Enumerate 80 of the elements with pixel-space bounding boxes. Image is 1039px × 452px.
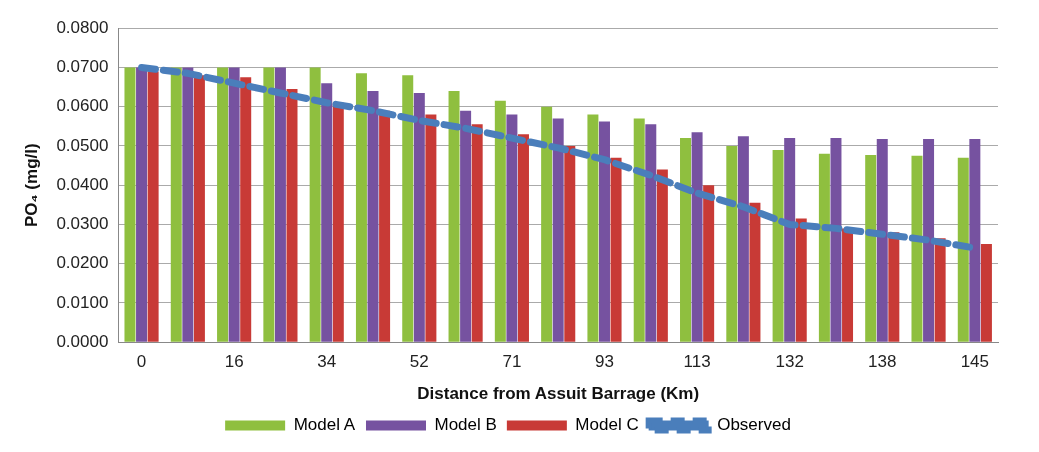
- y-tick-label: 0.0400: [56, 174, 109, 194]
- bar: [645, 124, 657, 342]
- bar: [680, 138, 692, 342]
- x-tick-label: 71: [502, 352, 522, 372]
- y-tick-label: 0.0800: [56, 17, 109, 37]
- bar: [147, 71, 159, 342]
- bar: [517, 134, 529, 342]
- bar: [703, 185, 715, 342]
- bar: [969, 138, 981, 342]
- bar: [564, 145, 576, 342]
- bar: [494, 100, 506, 342]
- bar: [182, 67, 194, 342]
- y-axis-title: PO₄ (mg/l): [21, 143, 41, 228]
- y-tick-label: 0.0300: [56, 214, 109, 234]
- bar: [610, 157, 622, 342]
- bar: [263, 67, 275, 342]
- bar: [818, 153, 830, 342]
- bar: [274, 67, 286, 342]
- x-tick-label: 93: [595, 352, 614, 372]
- bar: [599, 121, 610, 342]
- legend-label: Model A: [293, 415, 356, 435]
- x-tick-label: 145: [960, 352, 990, 372]
- x-tick-label: 16: [224, 352, 244, 372]
- bar: [957, 157, 969, 342]
- x-tick-label: 113: [683, 352, 711, 372]
- bar: [587, 114, 599, 342]
- bar: [541, 106, 553, 342]
- y-tick-label: 0.0600: [56, 96, 109, 116]
- bar: [425, 114, 437, 342]
- x-tick-label: 34: [317, 352, 337, 372]
- bar: [691, 132, 703, 342]
- bar: [656, 169, 668, 342]
- bar: [911, 155, 923, 342]
- bar: [136, 67, 148, 342]
- bar: [367, 91, 379, 342]
- bar: [934, 238, 946, 342]
- x-tick-label: 0: [136, 352, 147, 372]
- bar: [124, 67, 136, 342]
- bar: [784, 138, 796, 342]
- bar: [830, 138, 842, 342]
- bar: [980, 244, 992, 342]
- legend-label: Model B: [434, 415, 497, 435]
- bar: [471, 124, 483, 342]
- y-tick-label: 0.0200: [56, 253, 109, 273]
- x-tick-label: 52: [409, 352, 429, 372]
- legend-label: Model C: [575, 415, 639, 435]
- x-axis-title: Distance from Assuit Barrage (Km): [417, 384, 700, 404]
- bar: [460, 110, 472, 342]
- bar: [240, 77, 252, 342]
- bar: [309, 67, 321, 342]
- y-tick-label: 0.0000: [56, 331, 109, 351]
- bar: [923, 138, 935, 342]
- bar: [633, 118, 645, 342]
- legend-label: Observed: [717, 415, 791, 435]
- bar: [402, 75, 414, 342]
- bar: [876, 138, 888, 342]
- bar: [321, 83, 333, 342]
- bar: [749, 202, 761, 342]
- bar: [448, 91, 460, 342]
- bar: [737, 136, 749, 342]
- bar: [795, 218, 807, 342]
- x-tick-label: 132: [775, 352, 804, 372]
- bar: [217, 67, 229, 342]
- y-tick-label: 0.0700: [56, 57, 109, 77]
- bar: [193, 75, 205, 342]
- bar: [842, 228, 854, 342]
- bar: [865, 154, 877, 342]
- bar: [552, 118, 564, 342]
- bar: [888, 232, 900, 342]
- bar: [228, 67, 240, 342]
- bar: [286, 89, 298, 342]
- bar: [355, 73, 367, 342]
- y-tick-label: 0.0100: [56, 292, 109, 312]
- bar: [726, 145, 738, 342]
- bar: [170, 67, 182, 342]
- bar: [413, 92, 425, 342]
- x-tick-label: 138: [868, 352, 897, 372]
- bar: [506, 114, 518, 342]
- y-tick-label: 0.0500: [56, 135, 109, 155]
- bar: [772, 149, 784, 342]
